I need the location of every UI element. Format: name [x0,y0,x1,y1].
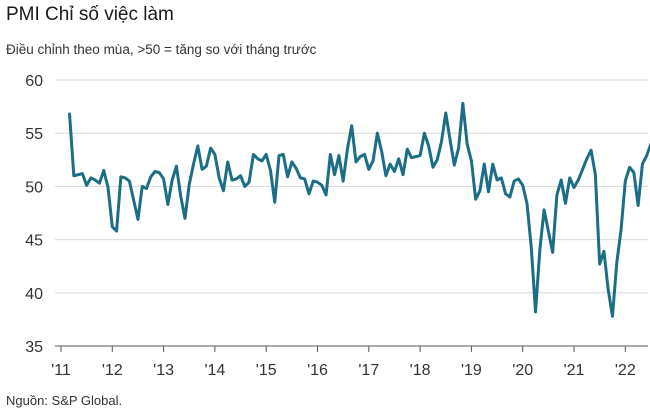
x-tick-label: '12 [102,362,123,379]
y-tick-label: 35 [25,339,43,356]
y-tick-label: 45 [25,233,43,250]
x-tick-label: '17 [358,362,379,379]
x-tick-label: '16 [307,362,328,379]
chart-source: Nguồn: S&P Global. [6,393,123,408]
y-tick-label: 40 [25,286,43,303]
x-tick-label: '15 [256,362,277,379]
x-tick-label: '14 [204,362,225,379]
y-tick-label: 55 [25,126,43,143]
y-tick-label: 60 [25,73,43,90]
x-tick-label: '11 [51,362,71,379]
x-tick-label: '20 [512,362,533,379]
x-tick-label: '18 [410,362,431,379]
y-tick-label: 50 [25,179,43,196]
x-tick-label: '19 [461,362,482,379]
chart-subtitle: Điều chỉnh theo mùa, >50 = tăng so với t… [6,42,317,57]
series-line-0 [68,101,650,318]
x-tick-label: '21 [564,362,585,379]
x-tick-label: '13 [153,362,174,379]
chart-title: PMI Chỉ số việc làm [6,4,174,25]
x-tick-label: '22 [615,362,636,379]
